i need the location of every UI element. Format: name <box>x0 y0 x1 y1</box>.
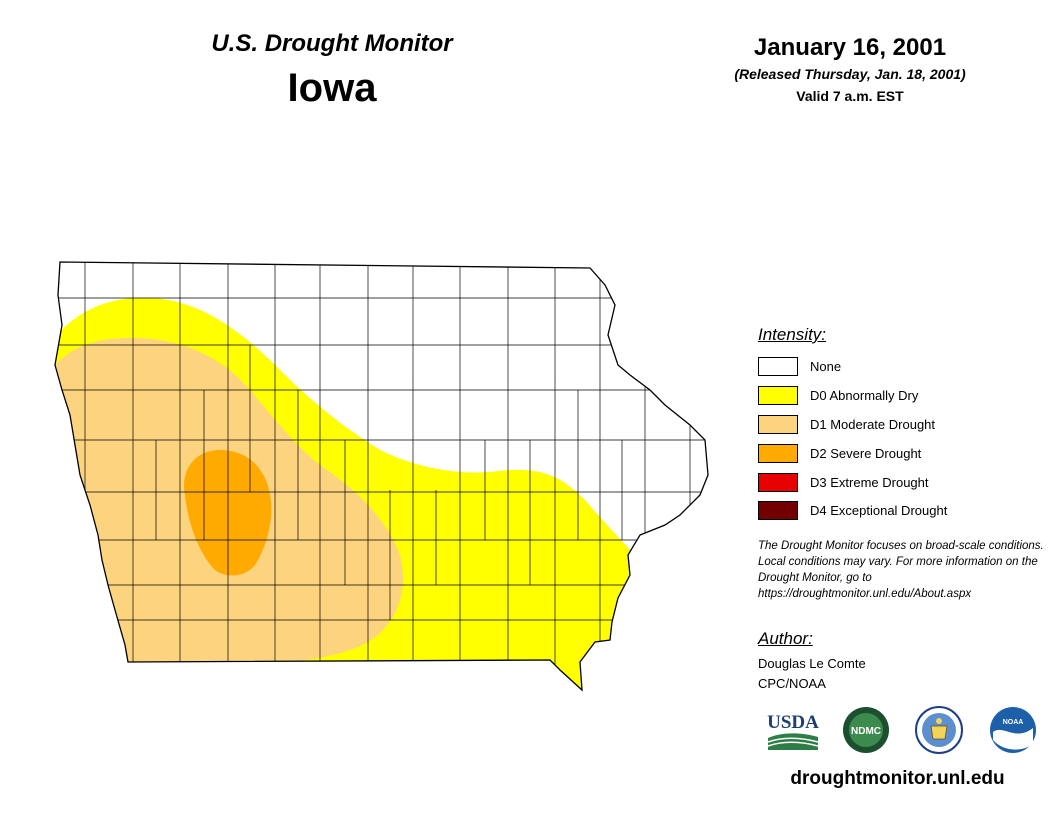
legend-item-d1: D1 Moderate Drought <box>758 413 935 435</box>
ndmc-logo: NDMC <box>843 707 889 753</box>
legend-item-d3: D3 Extreme Drought <box>758 471 929 493</box>
svg-text:NOAA: NOAA <box>1003 719 1024 726</box>
legend-item-d4: D4 Exceptional Drought <box>758 499 947 521</box>
legend-label: D1 Moderate Drought <box>810 416 936 432</box>
release-date: (Released Thursday, Jan. 18, 2001) <box>734 66 966 82</box>
doc-seal-logo <box>915 706 963 754</box>
legend-swatch-d3 <box>758 472 798 492</box>
state-name: Iowa <box>287 66 377 110</box>
drought-monitor-note: The Drought Monitor focuses on broad-sca… <box>758 540 1044 600</box>
noaa-logo: NOAA <box>990 707 1036 753</box>
usda-logo: USDA <box>767 712 819 750</box>
legend-item-d2: D2 Severe Drought <box>758 442 921 464</box>
legend-label: D0 Abnormally Dry <box>810 387 919 403</box>
legend-label: None <box>810 358 842 374</box>
legend-swatch-none <box>758 356 798 376</box>
svg-text:NDMC: NDMC <box>851 726 881 737</box>
author-org: CPC/NOAA <box>758 676 826 691</box>
legend-label: D2 Severe Drought <box>810 445 922 461</box>
legend-swatch-d2 <box>758 443 798 463</box>
legend-label: D4 Exceptional Drought <box>810 502 948 518</box>
iowa-state-outline <box>54 261 709 692</box>
legend-item-none: None <box>758 355 841 377</box>
map-title: U.S. Drought Monitor <box>211 30 453 57</box>
legend-swatch-d4 <box>758 500 798 520</box>
legend-label: D3 Extreme Drought <box>810 474 929 490</box>
county-boundaries <box>55 262 708 690</box>
website-link[interactable]: droughtmonitor.unl.edu <box>790 768 1005 789</box>
valid-time: Valid 7 a.m. EST <box>796 88 904 104</box>
legend-title: Intensity: <box>758 325 827 344</box>
legend-item-d0: D0 Abnormally Dry <box>758 384 918 406</box>
legend-swatch-d1 <box>758 414 798 434</box>
author-title: Author: <box>758 629 813 648</box>
iowa-drought-map <box>54 261 709 692</box>
map-date: January 16, 2001 <box>753 34 947 61</box>
legend-swatch-d0 <box>758 385 798 405</box>
svg-text:USDA: USDA <box>767 712 819 733</box>
author-name: Douglas Le Comte <box>758 656 866 671</box>
